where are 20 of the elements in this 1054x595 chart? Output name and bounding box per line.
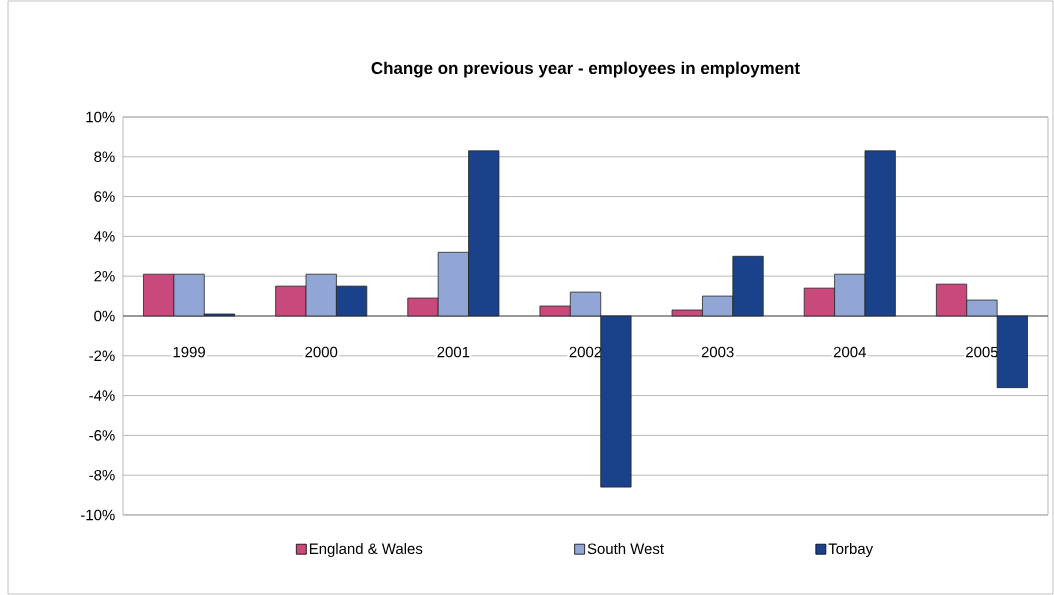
y-tick-label: -6% <box>89 430 115 441</box>
x-tick-label: 1999 <box>173 346 205 358</box>
y-tick-label: 2% <box>94 270 115 282</box>
y-tick-label: 8% <box>94 151 115 163</box>
chart-title: Change on previous year - employees in employment <box>371 61 800 78</box>
y-tick-label: -4% <box>89 390 115 401</box>
y-tick-label: -10% <box>81 509 115 521</box>
legend-label: Torbay <box>828 543 874 557</box>
y-tick-label: 6% <box>94 191 115 202</box>
legend-label: South West <box>587 543 664 555</box>
y-tick-label: -8% <box>89 469 115 481</box>
y-tick-label: 4% <box>93 231 115 242</box>
x-tick-label: 2000 <box>305 346 338 358</box>
y-tick-label: 0% <box>94 310 115 322</box>
legend-label: England & Wales <box>309 543 423 557</box>
x-tick-label: 2004 <box>833 346 866 358</box>
y-tick-label: 10% <box>86 111 115 123</box>
x-tick-label: 2003 <box>701 346 734 358</box>
y-tick-label: -2% <box>89 350 115 362</box>
x-tick-label: 2001 <box>437 346 470 358</box>
